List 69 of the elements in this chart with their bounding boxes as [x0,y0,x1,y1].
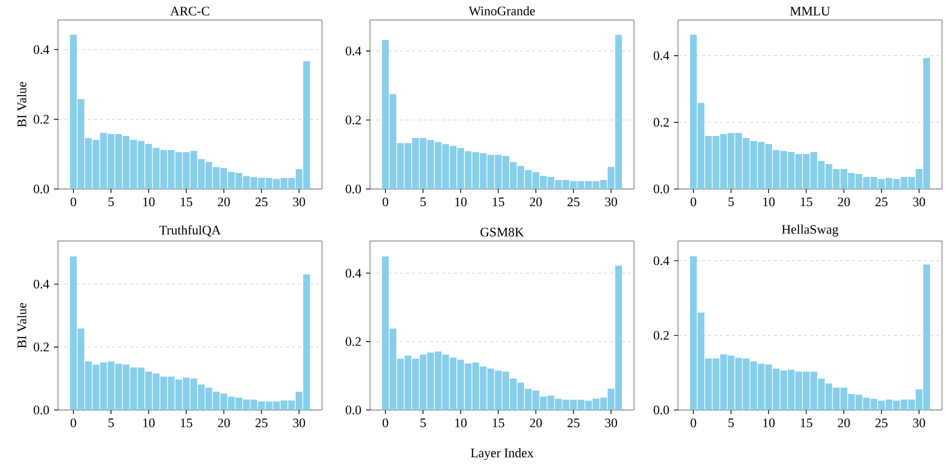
x-tick-label: 20 [838,418,850,428]
y-tick-label: 0.0 [346,184,361,194]
y-tick-label: 0.4 [654,51,670,60]
x-tick-label: 20 [530,418,542,428]
x-tick-label: 5 [108,418,114,428]
x-tick-label: 10 [763,418,775,428]
x-tick-label: 30 [605,198,618,206]
x-tick-label: 0 [382,418,388,428]
x-tick-label: 15 [492,418,504,428]
x-tick-label: 25 [568,418,580,428]
x-tick-label: 20 [218,198,230,206]
x-tick-label: 0 [70,198,76,206]
y-tick-label: 0.4 [346,268,362,278]
x-tick-label: 15 [492,198,504,206]
x-tick-label: 5 [420,198,426,206]
y-tick-label: 0.2 [654,330,669,340]
y-tick-label: 0.2 [654,118,669,127]
chart-title: TruthfulQA [159,225,221,236]
y-tick-label: 0.2 [34,114,49,124]
x-tick-label: 0 [382,198,388,206]
y-axis-title: BI Value [17,303,26,348]
y-tick-label: 0.4 [34,45,50,54]
x-tick-label: 25 [568,198,580,206]
chart-title: HellaSwag [782,224,838,236]
x-tick-label: 25 [256,198,268,206]
x-tick-label: 0 [690,198,696,206]
x-tick-label: 20 [218,418,230,428]
y-tick-label: 0.0 [34,406,49,414]
x-tick-label: 10 [455,198,467,206]
x-tick-label: 25 [876,198,888,206]
x-tick-label: 10 [455,418,467,428]
y-tick-label: 0.0 [34,184,49,194]
x-axis-title: Layer Index [470,448,534,460]
x-tick-label: 30 [605,418,618,428]
chart-title: MMLU [790,6,830,16]
chart-title: GSM8K [480,228,524,236]
x-tick-label: 5 [108,198,114,206]
y-tick-label: 0.2 [346,116,361,124]
y-tick-label: 0.2 [34,342,49,352]
x-tick-label: 15 [800,198,812,206]
x-tick-label: 5 [728,418,734,428]
x-tick-label: 20 [530,198,542,206]
x-tick-label: 10 [143,198,155,206]
x-tick-label: 25 [256,418,268,428]
chart-title: WinoGrande [468,6,535,16]
x-tick-label: 30 [913,198,926,206]
x-tick-label: 10 [763,198,775,206]
x-tick-label: 0 [70,418,76,428]
y-tick-label: 0.4 [346,46,362,56]
y-tick-label: 0.4 [654,256,670,266]
x-tick-label: 30 [293,418,306,428]
x-tick-label: 5 [420,418,426,428]
x-tick-label: 10 [143,418,155,428]
x-tick-label: 20 [838,198,850,206]
y-axis-title: BI Value [17,82,26,128]
y-tick-label: 0.0 [346,406,361,414]
x-tick-label: 30 [293,198,306,206]
chart-title: ARC-C [170,6,210,16]
x-tick-label: 15 [180,418,192,428]
x-tick-label: 30 [913,418,926,428]
y-tick-label: 0.2 [346,337,361,346]
x-tick-label: 25 [876,418,888,428]
x-tick-label: 5 [728,198,734,206]
x-tick-label: 15 [800,418,812,428]
y-tick-label: 0.0 [654,184,669,194]
x-tick-label: 15 [180,198,192,206]
x-tick-label: 0 [690,418,696,428]
y-tick-label: 0.4 [34,280,50,289]
y-tick-label: 0.0 [654,406,669,414]
